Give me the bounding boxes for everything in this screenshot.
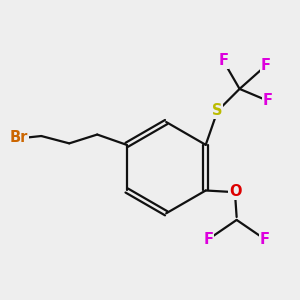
Text: F: F xyxy=(261,58,271,73)
Text: F: F xyxy=(262,93,273,108)
Text: F: F xyxy=(260,232,270,247)
Text: S: S xyxy=(212,103,223,118)
Text: Br: Br xyxy=(9,130,28,145)
Text: O: O xyxy=(229,184,242,200)
Text: F: F xyxy=(204,232,214,247)
Text: F: F xyxy=(218,53,228,68)
